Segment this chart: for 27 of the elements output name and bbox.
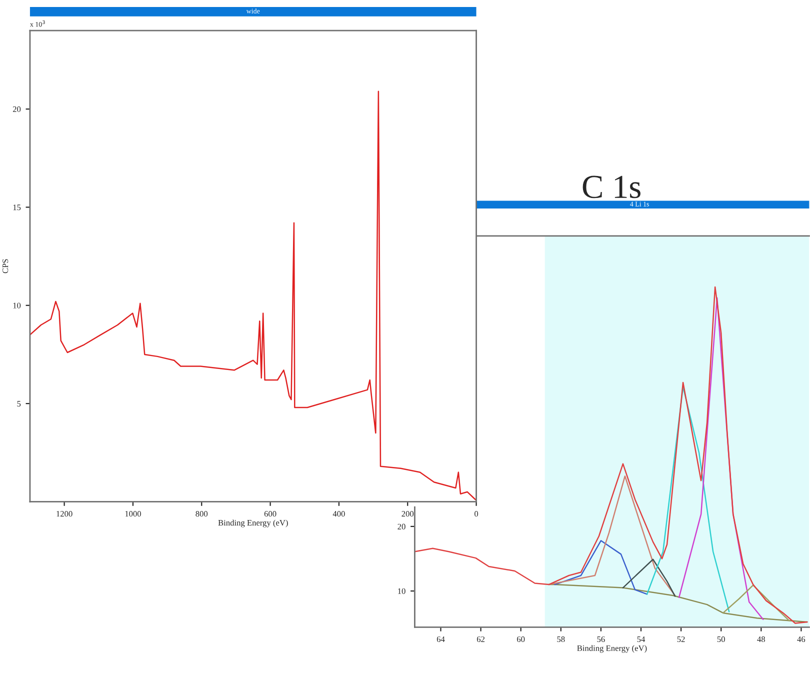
x-tick-label: 50 xyxy=(717,636,725,642)
x-tick-label: 46 xyxy=(797,636,806,642)
x-tick-label: 60 xyxy=(517,636,525,642)
y-tick-label: 5 xyxy=(17,400,21,407)
y-axis-title: CPS xyxy=(2,259,8,274)
x-tick-label: 1000 xyxy=(125,510,141,517)
x-tick-label: 58 xyxy=(557,636,565,642)
y-tick-label: 10 xyxy=(13,302,21,308)
x-tick-label: 54 xyxy=(637,636,646,642)
x-tick-label: 800 xyxy=(196,510,208,517)
x-tick-label: 56 xyxy=(597,636,605,642)
x-tick-label: 0 xyxy=(474,510,478,517)
y-tick-label: 20 xyxy=(398,524,406,530)
y-tick-label: 10 xyxy=(398,588,406,594)
x-tick-label: 62 xyxy=(476,636,485,642)
x-tick-label: 1200 xyxy=(56,510,72,517)
x-tick-label: 600 xyxy=(264,510,276,517)
x-tick-label: 64 xyxy=(436,636,445,642)
x-tick-label: 52 xyxy=(677,636,685,642)
y-tick-label: 15 xyxy=(13,204,21,210)
text: C 1s xyxy=(582,176,640,198)
x-tick-label: 48 xyxy=(757,636,765,642)
x-axis-title: Binding Energy (eV) xyxy=(218,520,288,528)
x-tick-label: 400 xyxy=(332,510,345,517)
x-axis-title: Binding Energy (eV) xyxy=(577,645,647,653)
y-tick-label: 20 xyxy=(12,106,21,112)
x-tick-label: 200 xyxy=(402,510,414,517)
